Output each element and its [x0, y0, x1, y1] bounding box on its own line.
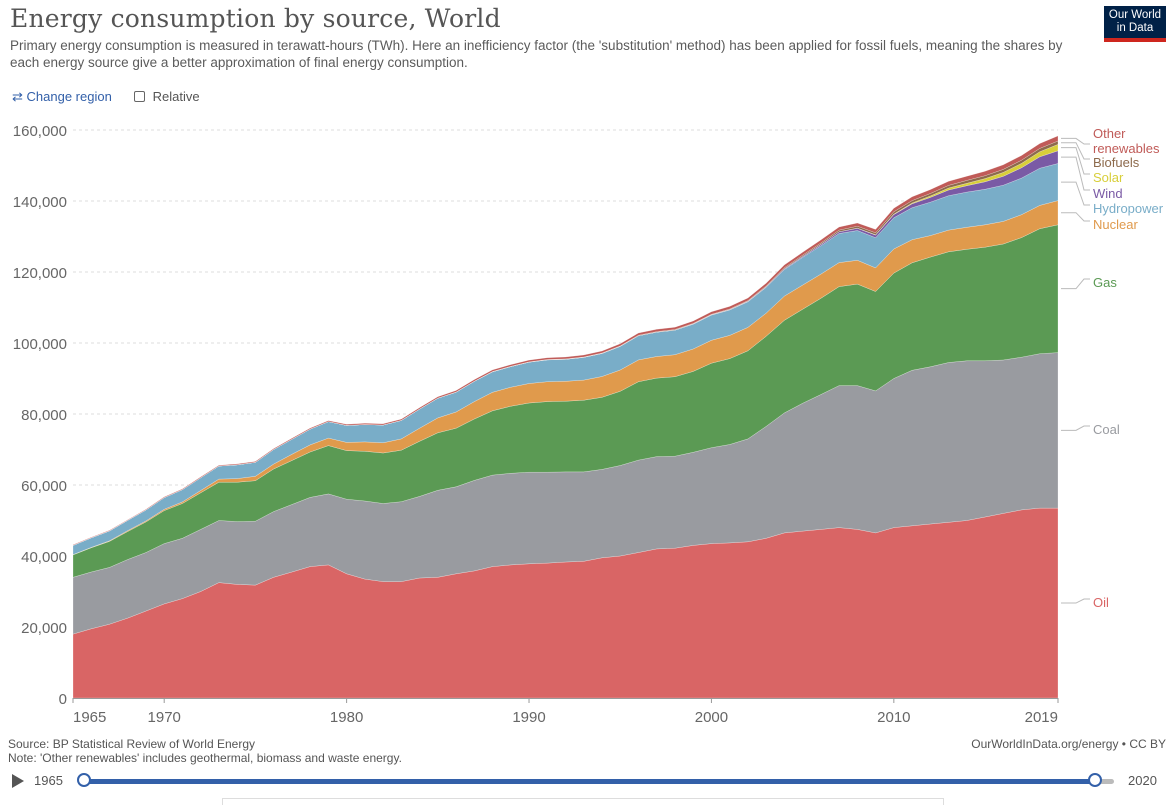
relative-checkbox[interactable]: [134, 91, 145, 102]
legend-label-other-renewables-line1: Other: [1093, 126, 1126, 141]
legend-connector: [1061, 156, 1090, 191]
timeline: 1965 2020: [0, 766, 1176, 796]
swap-arrows-icon: ⇄: [12, 89, 23, 104]
timeline-start-label: 1965: [34, 773, 63, 788]
footer-notes: Source: BP Statistical Review of World E…: [8, 737, 402, 765]
x-tick-label: 2010: [877, 709, 910, 726]
y-tick-label: 160,000: [13, 123, 67, 140]
legend-label-wind: Wind: [1093, 186, 1123, 201]
x-tick-label: 2000: [695, 709, 728, 726]
legend-label-other-renewables-line2: renewables: [1093, 141, 1160, 156]
y-tick-label: 40,000: [21, 549, 67, 566]
y-tick-label: 80,000: [21, 407, 67, 424]
area-other-renewables: [72, 135, 1059, 546]
timeline-track-fill: [84, 779, 1096, 784]
legend-label-oil: Oil: [1093, 595, 1109, 610]
legend-connector: [1061, 278, 1090, 290]
x-tick-label: 1980: [330, 709, 363, 726]
source-text: Source: BP Statistical Review of World E…: [8, 737, 255, 751]
x-tick-label: 1970: [148, 709, 181, 726]
timeline-start-handle[interactable]: [77, 773, 91, 787]
legend: Oil Coal Gas NuclearHydropowerWindSolarBiof…: [1061, 126, 1164, 610]
legend-label-solar: Solar: [1093, 170, 1124, 185]
x-tick-label: 1990: [512, 709, 545, 726]
legend-connector: [1061, 147, 1090, 175]
change-region-button[interactable]: ⇄ Change region: [12, 89, 112, 105]
change-region-label: Change region: [26, 89, 112, 104]
logo-line-2: in Data: [1116, 22, 1154, 34]
legend-label-gas: Gas: [1093, 275, 1117, 290]
y-tick-label: 20,000: [21, 620, 67, 637]
legend-label-biofuels: Biofuels: [1093, 155, 1140, 170]
legend-connector: [1061, 598, 1090, 604]
area-chart: 0 20,000 40,000 60,000 80,000 100,000 120,000 1…: [13, 123, 1164, 726]
chart-title: Energy consumption by source, World: [10, 4, 501, 33]
legend-label-coal: Coal: [1093, 422, 1120, 437]
timeline-track[interactable]: [84, 779, 1114, 784]
y-tick-label: 60,000: [21, 478, 67, 495]
legend-connector: [1061, 425, 1090, 431]
legend-connector: [1061, 212, 1090, 222]
legend-connector: [1061, 137, 1090, 145]
timeline-end-handle[interactable]: [1088, 773, 1103, 787]
x-tick-label: 1965: [73, 709, 106, 726]
play-icon[interactable]: [12, 774, 24, 788]
owid-logo[interactable]: Our World in Data: [1104, 6, 1166, 42]
y-tick-label: 100,000: [13, 336, 67, 353]
y-tick-label: 0: [59, 691, 67, 708]
bottom-tab-bar: [222, 798, 944, 805]
relative-toggle[interactable]: Relative: [134, 89, 200, 104]
axes: 0 20,000 40,000 60,000 80,000 100,000 120,000 1…: [13, 123, 1059, 726]
note-text: Note: 'Other renewables' includes geothe…: [8, 751, 402, 765]
relative-label: Relative: [152, 89, 200, 104]
chart-subtitle: Primary energy consumption is measured i…: [10, 38, 1063, 70]
logo-line-1: Our World: [1108, 9, 1162, 21]
timeline-end-label: 2020: [1128, 773, 1157, 788]
y-tick-label: 140,000: [13, 194, 67, 211]
legend-label-hydropower: Hydropower: [1093, 201, 1164, 216]
footer-url[interactable]: OurWorldInData.org/energy • CC BY: [971, 737, 1166, 751]
y-tick-label: 120,000: [13, 265, 67, 282]
area-series: [72, 135, 1059, 699]
x-tick-label: 2019: [1025, 709, 1058, 726]
legend-connector: [1061, 142, 1090, 160]
legend-label-nuclear: Nuclear: [1093, 217, 1138, 232]
legend-connector: [1061, 181, 1090, 206]
